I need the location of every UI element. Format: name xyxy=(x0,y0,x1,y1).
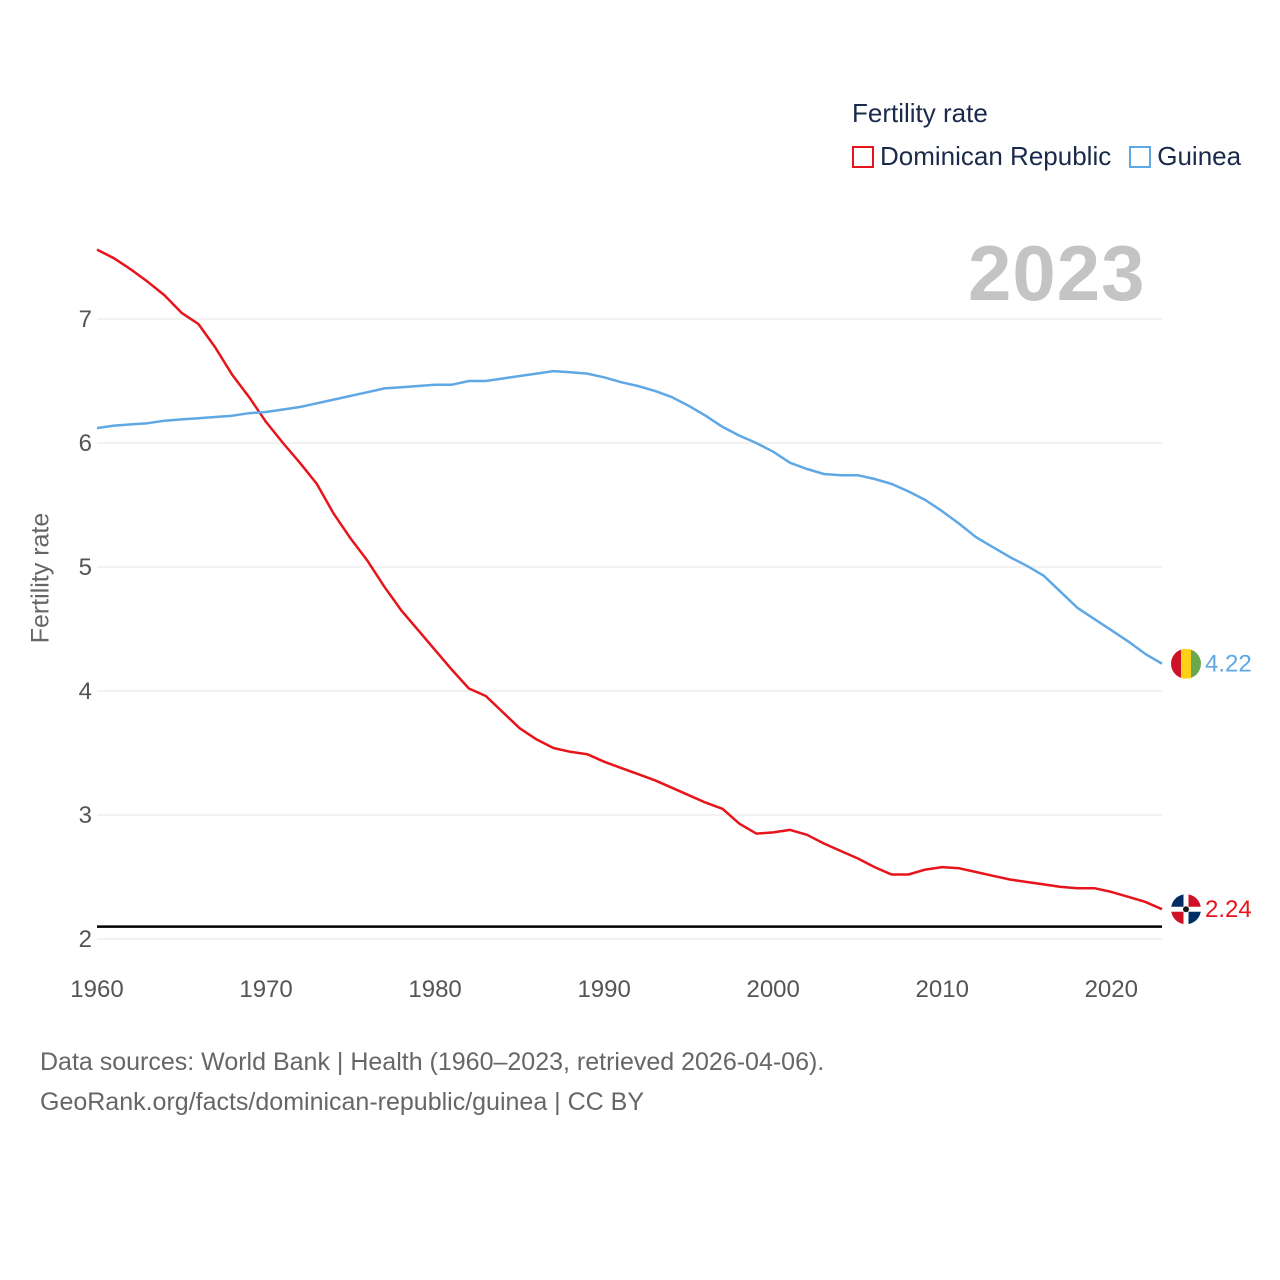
legend-title: Fertility rate xyxy=(852,98,988,128)
y-tick-label: 7 xyxy=(79,306,92,333)
y-tick-label: 6 xyxy=(79,430,92,457)
x-tick-label: 1960 xyxy=(70,976,123,1003)
year-label: 2023 xyxy=(968,229,1146,317)
flag-stripe-green xyxy=(1191,648,1201,679)
legend-items: Dominican Republic Guinea xyxy=(852,141,1241,172)
legend-label-guinea: Guinea xyxy=(1157,141,1242,171)
flag-quarter-blue-top xyxy=(1171,894,1184,907)
series-line-dominican-republic[interactable] xyxy=(96,248,1163,911)
y-tick-label: 2 xyxy=(79,926,92,953)
end-value-label-guinea: 4.22 xyxy=(1205,651,1252,678)
legend-swatch-dominican-republic xyxy=(852,145,874,168)
y-tick-label: 3 xyxy=(79,802,92,829)
flag-stripe-red xyxy=(1171,648,1181,679)
y-tick-label: 4 xyxy=(79,678,92,705)
y-tick-label: 5 xyxy=(79,554,92,581)
flag-stripe-yellow xyxy=(1181,648,1191,679)
legend-label-dominican-republic: Dominican Republic xyxy=(880,141,1112,171)
flag-icon-dominican-republic xyxy=(1171,894,1201,925)
footer: Data sources: World Bank | Health (1960–… xyxy=(40,1042,824,1122)
legend: Fertility rate Dominican Republic Guinea xyxy=(852,98,1241,172)
x-tick-label: 2020 xyxy=(1085,976,1138,1003)
end-value-label-dominican-republic: 2.24 xyxy=(1205,896,1252,923)
legend-item-dominican-republic[interactable]: Dominican Republic xyxy=(852,141,1111,172)
flag-quarter-red-bottom xyxy=(1171,911,1184,925)
flag-quarter-blue-bottom xyxy=(1188,911,1201,925)
x-tick-label: 1990 xyxy=(577,976,630,1003)
flag-emblem xyxy=(1183,906,1189,913)
flag-icon-guinea xyxy=(1171,648,1201,679)
x-tick-label: 1970 xyxy=(239,976,292,1003)
series-line-guinea[interactable] xyxy=(96,369,1163,665)
attribution-link[interactable]: GeoRank.org/facts/dominican-republic/gui… xyxy=(40,1088,645,1116)
legend-swatch-guinea xyxy=(1129,145,1152,168)
flag-quarter-red-top xyxy=(1188,894,1201,907)
data-source-text: Data sources: World Bank | Health (1960–… xyxy=(40,1048,825,1076)
x-tick-label: 2000 xyxy=(746,976,799,1003)
legend-item-guinea[interactable]: Guinea xyxy=(1129,141,1241,172)
x-tick-label: 1980 xyxy=(408,976,461,1003)
x-tick-label: 2010 xyxy=(916,976,969,1003)
